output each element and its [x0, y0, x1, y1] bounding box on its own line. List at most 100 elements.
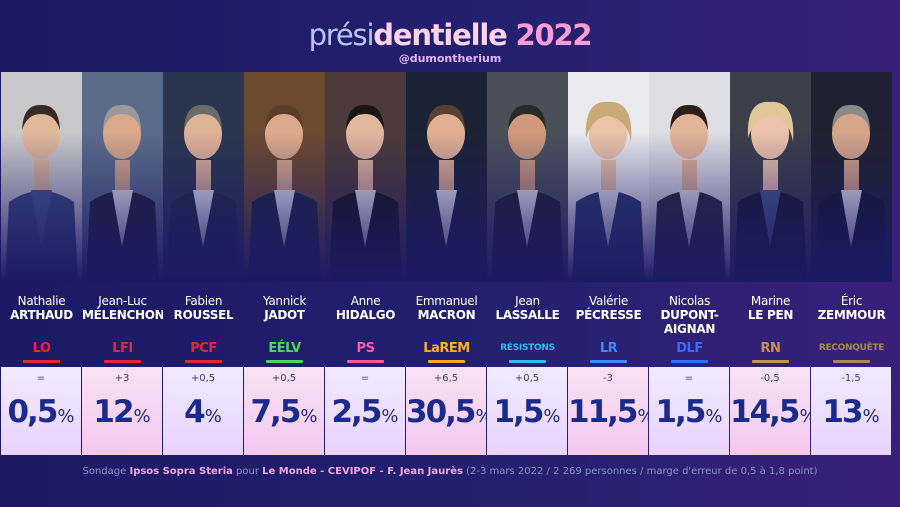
candidate-first-name: Marine	[750, 294, 791, 308]
score-box: +0,5 7,5%	[244, 367, 324, 455]
candidate-name: Jean LASSALLE	[487, 294, 568, 322]
title-part-3: 2022	[506, 18, 592, 52]
score-change: +0,5	[190, 373, 216, 384]
candidate-first-name: Nicolas	[668, 294, 711, 308]
score-number: 14,5	[730, 394, 800, 430]
percent-sign: %	[543, 406, 561, 427]
candidate-portrait	[730, 72, 811, 282]
party-label: RN	[760, 341, 781, 356]
candidate-name: Fabien ROUSSEL	[163, 294, 244, 322]
party-underline	[590, 360, 627, 363]
score-change: =	[36, 373, 46, 384]
score-change: +6,5	[433, 373, 459, 384]
candidate-portrait	[1, 72, 82, 282]
score-number: 30,5	[406, 394, 476, 430]
party-underline	[23, 360, 60, 363]
portrait-figure	[244, 72, 325, 282]
candidate-portrait	[244, 72, 325, 282]
party-underline	[752, 360, 789, 363]
percent-sign: %	[57, 406, 75, 427]
party-label: LFI	[112, 341, 133, 356]
party-underline	[347, 360, 384, 363]
percent-sign: %	[300, 406, 318, 427]
candidate-first-name: Jean-Luc	[98, 294, 147, 308]
percent-sign: %	[381, 406, 399, 427]
portrait-figure	[82, 72, 163, 282]
candidate-name: Nicolas DUPONT- AIGNAN	[649, 294, 730, 336]
score-value: 0,5%	[1, 394, 81, 430]
candidate-portrait	[163, 72, 244, 282]
score-value: 30,5%	[406, 394, 488, 430]
footer-text-2: pour	[232, 466, 263, 477]
score-box: +6,5 30,5%	[406, 367, 488, 455]
score-value: 14,5%	[730, 394, 811, 430]
score-change: =	[684, 373, 694, 384]
candidate-column: Jean LASSALLE RÉSISTONS +0,5 1,5%	[487, 72, 568, 457]
candidate-first-name: Emmanuel	[415, 294, 478, 308]
candidate-last-name: JADOT	[264, 308, 305, 322]
footer-client: Le Monde - CEVIPOF - F. Jean Jaurès	[262, 466, 463, 477]
candidate-last-name: DUPONT- AIGNAN	[660, 308, 719, 336]
header: présidentielle 2022 @dumontherium	[0, 0, 900, 72]
percent-sign: %	[862, 406, 880, 427]
party-underline	[266, 360, 303, 363]
score-value: 4%	[163, 394, 243, 430]
score-change: -1,5	[841, 373, 861, 384]
candidate-name: Jean-Luc MÉLENCHON	[82, 294, 163, 322]
score-box: -1,5 13%	[811, 367, 891, 455]
score-number: 13	[822, 394, 863, 430]
party-label: RECONQUÊTE	[818, 343, 885, 353]
candidate-column: Éric ZEMMOUR RECONQUÊTE -1,5 13%	[811, 72, 892, 457]
score-change: +0,5	[271, 373, 297, 384]
title-part-2: dentielle	[373, 18, 507, 52]
candidate-last-name: LASSALLE	[495, 308, 560, 322]
party-label: EÉLV	[268, 341, 301, 356]
score-number: 11,5	[568, 394, 638, 430]
portrait-figure	[1, 72, 82, 282]
candidate-column: Fabien ROUSSEL PCF +0,5 4%	[163, 72, 244, 457]
poll-source: Sondage Ipsos Sopra Steria pour Le Monde…	[0, 466, 900, 477]
candidate-portrait	[82, 72, 163, 282]
candidate-last-name: ARTHAUD	[10, 308, 73, 322]
candidate-name: Emmanuel MACRON	[406, 294, 487, 322]
score-number: 1,5	[493, 394, 544, 430]
portrait-figure	[649, 72, 730, 282]
portrait-figure	[325, 72, 406, 282]
percent-sign: %	[638, 406, 650, 427]
score-box: = 2,5%	[325, 367, 405, 455]
score-value: 11,5%	[568, 394, 650, 430]
footer-text-1: Sondage	[82, 466, 130, 477]
candidate-column: Nathalie ARTHAUD LO = 0,5%	[1, 72, 82, 457]
candidate-column: Nicolas DUPONT- AIGNAN DLF = 1,5%	[649, 72, 730, 457]
percent-sign: %	[705, 406, 723, 427]
candidate-portrait	[487, 72, 568, 282]
candidate-portrait	[811, 72, 892, 282]
candidate-name: Éric ZEMMOUR	[811, 294, 892, 322]
score-box: +3 12%	[82, 367, 162, 455]
party-label: PCF	[190, 341, 217, 356]
candidate-last-name: ROUSSEL	[173, 308, 234, 322]
percent-sign: %	[476, 406, 488, 427]
score-change: -3	[603, 373, 613, 384]
candidate-column: Jean-Luc MÉLENCHON LFI +3 12%	[82, 72, 163, 457]
candidate-last-name: HIDALGO	[335, 308, 396, 322]
score-box: +0,5 4%	[163, 367, 243, 455]
candidate-portrait	[568, 72, 649, 282]
score-box: +0,5 1,5%	[487, 367, 567, 455]
page-title: présidentielle 2022	[0, 18, 900, 52]
portrait-figure	[730, 72, 811, 282]
candidate-last-name: PÉCRESSE	[575, 308, 642, 322]
candidate-portrait	[325, 72, 406, 282]
candidate-last-name: ZEMMOUR	[817, 308, 886, 322]
party-label: DLF	[676, 341, 703, 356]
party-underline	[671, 360, 708, 363]
score-value: 1,5%	[487, 394, 567, 430]
party-underline	[185, 360, 222, 363]
candidate-name: Valérie PÉCRESSE	[568, 294, 649, 322]
candidate-name: Nathalie ARTHAUD	[1, 294, 82, 322]
author-handle: @dumontherium	[398, 52, 502, 65]
portrait-figure	[568, 72, 649, 282]
candidate-first-name: Nathalie	[17, 294, 66, 308]
candidate-first-name: Valérie	[589, 294, 628, 308]
